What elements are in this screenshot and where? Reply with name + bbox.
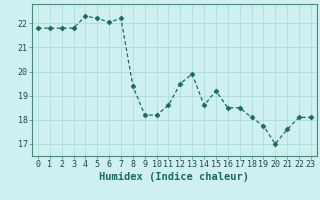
X-axis label: Humidex (Indice chaleur): Humidex (Indice chaleur) xyxy=(100,172,249,182)
